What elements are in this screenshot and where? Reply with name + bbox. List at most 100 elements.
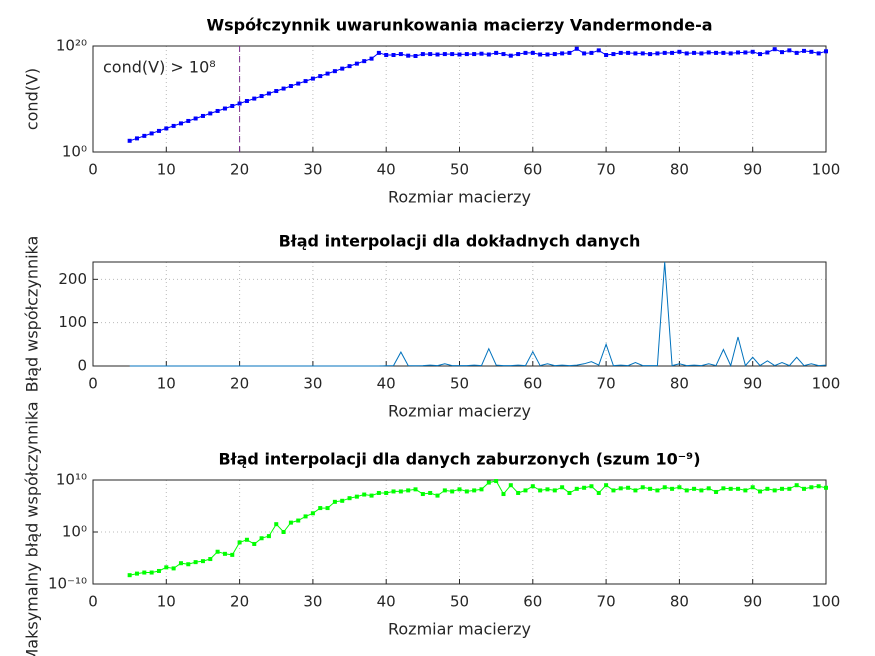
data-marker xyxy=(677,49,682,54)
data-marker xyxy=(149,570,154,575)
data-marker xyxy=(758,52,763,57)
data-marker xyxy=(721,50,726,55)
data-marker xyxy=(310,511,315,516)
data-marker xyxy=(435,493,440,498)
data-marker xyxy=(310,76,315,81)
data-marker xyxy=(376,50,381,55)
data-marker xyxy=(589,484,594,489)
data-marker xyxy=(347,496,352,501)
y-axis-label: Błąd współczynnika xyxy=(23,236,42,393)
x-tick-label: 10 xyxy=(157,161,176,179)
data-marker xyxy=(376,490,381,495)
data-marker xyxy=(384,490,389,495)
data-marker xyxy=(750,485,755,490)
data-marker xyxy=(633,51,638,56)
x-tick-label: 30 xyxy=(303,161,322,179)
data-marker xyxy=(692,486,697,491)
data-marker xyxy=(523,50,528,55)
data-marker xyxy=(714,489,719,494)
x-tick-label: 30 xyxy=(303,593,322,611)
data-marker xyxy=(288,520,293,525)
data-marker xyxy=(772,488,777,493)
data-marker xyxy=(186,562,191,567)
x-tick-label: 40 xyxy=(377,593,396,611)
data-marker xyxy=(413,487,418,492)
x-axis-label: Rozmiar macierzy xyxy=(388,402,531,421)
x-tick-label: 70 xyxy=(597,375,616,393)
data-marker xyxy=(457,52,462,57)
y-tick-label: 10¹⁰ xyxy=(56,471,87,489)
data-marker xyxy=(391,53,396,58)
data-marker xyxy=(391,489,396,494)
data-marker xyxy=(787,48,792,53)
x-tick-label: 60 xyxy=(523,375,542,393)
data-marker xyxy=(684,51,689,56)
data-marker xyxy=(252,96,257,101)
data-marker xyxy=(303,514,308,519)
data-marker xyxy=(626,50,631,55)
data-marker xyxy=(582,51,587,56)
data-marker xyxy=(516,52,521,57)
data-marker xyxy=(486,52,491,57)
data-marker xyxy=(530,50,535,55)
data-marker xyxy=(406,488,411,493)
data-marker xyxy=(765,50,770,55)
data-marker xyxy=(413,53,418,58)
data-line xyxy=(129,261,827,368)
data-marker xyxy=(618,486,623,491)
data-marker xyxy=(706,50,711,55)
data-marker xyxy=(340,498,345,503)
data-marker xyxy=(560,485,565,490)
data-marker xyxy=(743,488,748,493)
data-marker xyxy=(318,506,323,511)
data-marker xyxy=(758,489,763,494)
data-marker xyxy=(574,486,579,491)
data-marker xyxy=(567,490,572,495)
data-marker xyxy=(354,61,359,66)
data-marker xyxy=(340,66,345,71)
data-marker xyxy=(699,488,704,493)
data-marker xyxy=(266,534,271,539)
data-marker xyxy=(670,486,675,491)
data-marker xyxy=(442,488,447,493)
data-marker xyxy=(266,91,271,96)
data-marker xyxy=(794,483,799,488)
data-marker xyxy=(538,488,543,493)
data-marker xyxy=(750,49,755,54)
data-marker xyxy=(560,51,565,56)
data-marker xyxy=(508,53,513,58)
x-tick-label: 20 xyxy=(230,593,249,611)
x-tick-label: 0 xyxy=(88,161,98,179)
x-tick-label: 0 xyxy=(88,375,98,393)
data-marker xyxy=(640,485,645,490)
data-marker xyxy=(728,51,733,56)
data-marker xyxy=(296,81,301,86)
data-marker xyxy=(325,506,330,511)
data-marker xyxy=(545,487,550,492)
data-marker xyxy=(552,488,557,493)
x-tick-label: 100 xyxy=(812,161,841,179)
data-marker xyxy=(787,486,792,491)
x-axis-label: Rozmiar macierzy xyxy=(388,188,531,207)
data-marker xyxy=(398,489,403,494)
data-marker xyxy=(171,566,176,571)
data-marker xyxy=(156,568,161,573)
x-tick-label: 10 xyxy=(157,593,176,611)
data-marker xyxy=(398,52,403,57)
x-tick-label: 0 xyxy=(88,593,98,611)
data-marker xyxy=(369,493,374,498)
data-marker xyxy=(780,486,785,491)
data-marker xyxy=(164,565,169,570)
data-marker xyxy=(222,551,227,556)
data-marker xyxy=(552,52,557,57)
data-marker xyxy=(149,131,154,136)
data-marker xyxy=(494,479,499,484)
data-marker xyxy=(156,128,161,133)
y-axis-label: cond(V) xyxy=(23,68,42,130)
data-marker xyxy=(288,84,293,89)
annotation: cond(V) > 10⁸ xyxy=(103,58,216,77)
data-marker xyxy=(450,489,455,494)
data-marker xyxy=(464,489,469,494)
x-axis-label: Rozmiar macierzy xyxy=(388,620,531,639)
data-marker xyxy=(479,51,484,56)
